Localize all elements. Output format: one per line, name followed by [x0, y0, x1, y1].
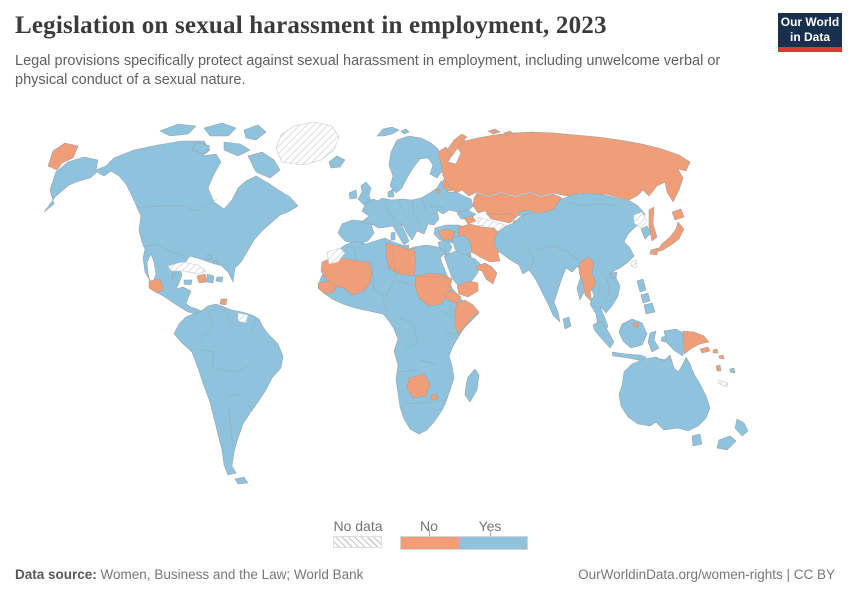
legend-yes-swatch[interactable]: [459, 537, 527, 549]
region-scandinavia[interactable]: [388, 135, 444, 194]
region-australia[interactable]: [618, 354, 711, 447]
region-caribbean-islands[interactable]: [183, 254, 224, 286]
region-senegal-gambia[interactable]: [317, 280, 337, 295]
attribution-link[interactable]: OurWorldinData.org/women-rights | CC BY: [578, 567, 835, 582]
region-canadian-arctic[interactable]: [159, 122, 281, 179]
region-iceland[interactable]: [328, 155, 346, 169]
region-cuba[interactable]: [167, 261, 207, 275]
region-uzbekistan[interactable]: [485, 212, 517, 224]
legend-yes-label[interactable]: Yes: [478, 518, 502, 534]
region-new-zealand[interactable]: [716, 418, 749, 451]
region-oman-uae[interactable]: [475, 262, 498, 285]
owid-logo-line2: in Data: [789, 30, 830, 44]
region-papua-new-guinea[interactable]: [682, 330, 711, 355]
region-greenland[interactable]: [275, 121, 340, 166]
region-solomon-islands[interactable]: [712, 348, 725, 360]
region-fiji[interactable]: [729, 367, 736, 374]
region-vanuatu[interactable]: [715, 364, 722, 372]
region-ireland[interactable]: [348, 189, 358, 200]
page-title: Legislation on sexual harassment in empl…: [15, 12, 607, 39]
data-source-label: Data source:: [15, 567, 97, 582]
country-border-lines: [135, 197, 619, 447]
region-north-korea[interactable]: [633, 211, 648, 229]
region-myanmar[interactable]: [578, 256, 597, 303]
region-hainan[interactable]: [609, 271, 618, 279]
region-syria[interactable]: [437, 228, 456, 241]
region-trinidad[interactable]: [219, 298, 228, 306]
region-botswana[interactable]: [406, 373, 431, 399]
owid-logo-line1: Our World: [780, 15, 840, 29]
region-kaliningrad[interactable]: [435, 188, 441, 194]
region-new-caledonia[interactable]: [717, 379, 729, 388]
legend-no-data-label[interactable]: No data: [333, 518, 383, 534]
legend-no-tick: [429, 530, 430, 536]
legend-color-bar[interactable]: [400, 536, 528, 550]
legend-no-label[interactable]: No: [420, 518, 438, 534]
region-south-korea[interactable]: [640, 225, 652, 240]
region-taiwan[interactable]: [630, 259, 638, 269]
legend-yes-tick: [490, 530, 491, 536]
region-madagascar[interactable]: [464, 368, 480, 403]
region-yemen[interactable]: [456, 280, 479, 298]
region-western-sahara[interactable]: [326, 247, 346, 265]
region-eritrea-djibouti[interactable]: [443, 289, 462, 305]
region-haiti[interactable]: [196, 273, 208, 284]
region-svalbard[interactable]: [376, 126, 410, 137]
region-arabia[interactable]: [443, 250, 482, 288]
data-source-note: Data source: Women, Business and the Law…: [15, 567, 363, 582]
region-libya[interactable]: [385, 242, 417, 277]
owid-logo[interactable]: Our World in Data: [778, 13, 842, 52]
region-asia-mainland[interactable]: [493, 192, 646, 335]
region-denmark[interactable]: [387, 188, 395, 198]
data-source-value: Women, Business and the Law; World Bank: [100, 567, 364, 582]
region-guatemala[interactable]: [148, 278, 165, 294]
legend-no-swatch[interactable]: [401, 537, 459, 549]
region-sri-lanka[interactable]: [562, 316, 572, 330]
region-brunei[interactable]: [632, 321, 639, 328]
region-kazakhstan[interactable]: [472, 192, 563, 219]
region-eswatini[interactable]: [430, 393, 438, 401]
page-subtitle: Legal provisions specifically protect ag…: [15, 53, 721, 88]
region-suriname[interactable]: [237, 312, 249, 324]
region-iraq[interactable]: [451, 234, 473, 259]
region-south-america[interactable]: [173, 303, 284, 485]
legend-no-data-swatch[interactable]: [333, 536, 382, 548]
region-sudan[interactable]: [414, 272, 453, 307]
region-somalia[interactable]: [454, 299, 480, 336]
region-armenia-azerbaijan[interactable]: [463, 215, 477, 225]
region-japan[interactable]: [649, 208, 685, 256]
region-chukotka[interactable]: [47, 142, 79, 171]
region-indonesia[interactable]: [592, 318, 684, 364]
region-philippines[interactable]: [636, 278, 656, 315]
